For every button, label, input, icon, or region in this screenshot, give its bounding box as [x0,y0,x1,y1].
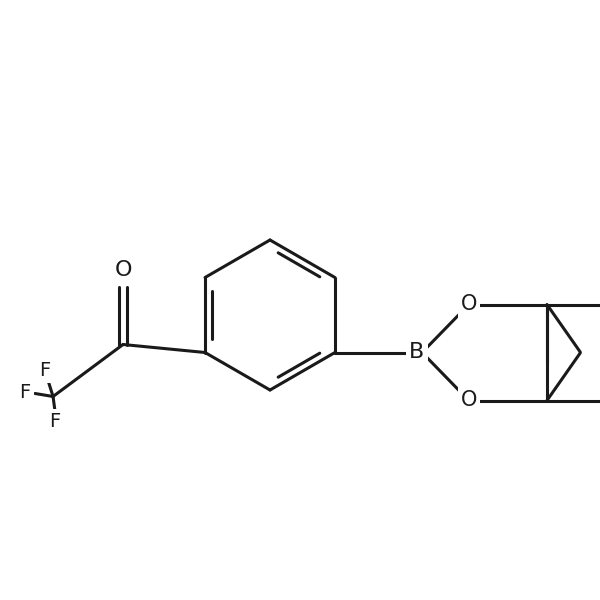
Text: O: O [461,391,477,410]
Text: O: O [461,295,477,314]
Text: F: F [19,383,31,402]
Text: B: B [409,343,425,362]
Text: F: F [49,412,61,431]
Text: F: F [40,361,50,380]
Text: O: O [114,260,132,280]
